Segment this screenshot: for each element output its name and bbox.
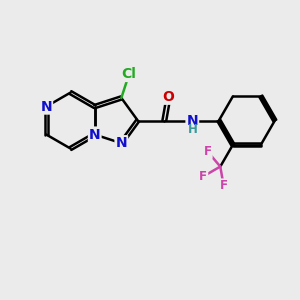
- Text: N: N: [89, 128, 100, 142]
- Text: F: F: [199, 170, 207, 183]
- Text: F: F: [220, 179, 228, 192]
- Text: N: N: [116, 136, 127, 150]
- Text: Cl: Cl: [122, 67, 136, 81]
- Text: F: F: [204, 145, 212, 158]
- Text: N: N: [187, 114, 198, 128]
- Text: N: N: [40, 100, 52, 114]
- Text: O: O: [163, 90, 175, 104]
- Text: H: H: [188, 124, 197, 136]
